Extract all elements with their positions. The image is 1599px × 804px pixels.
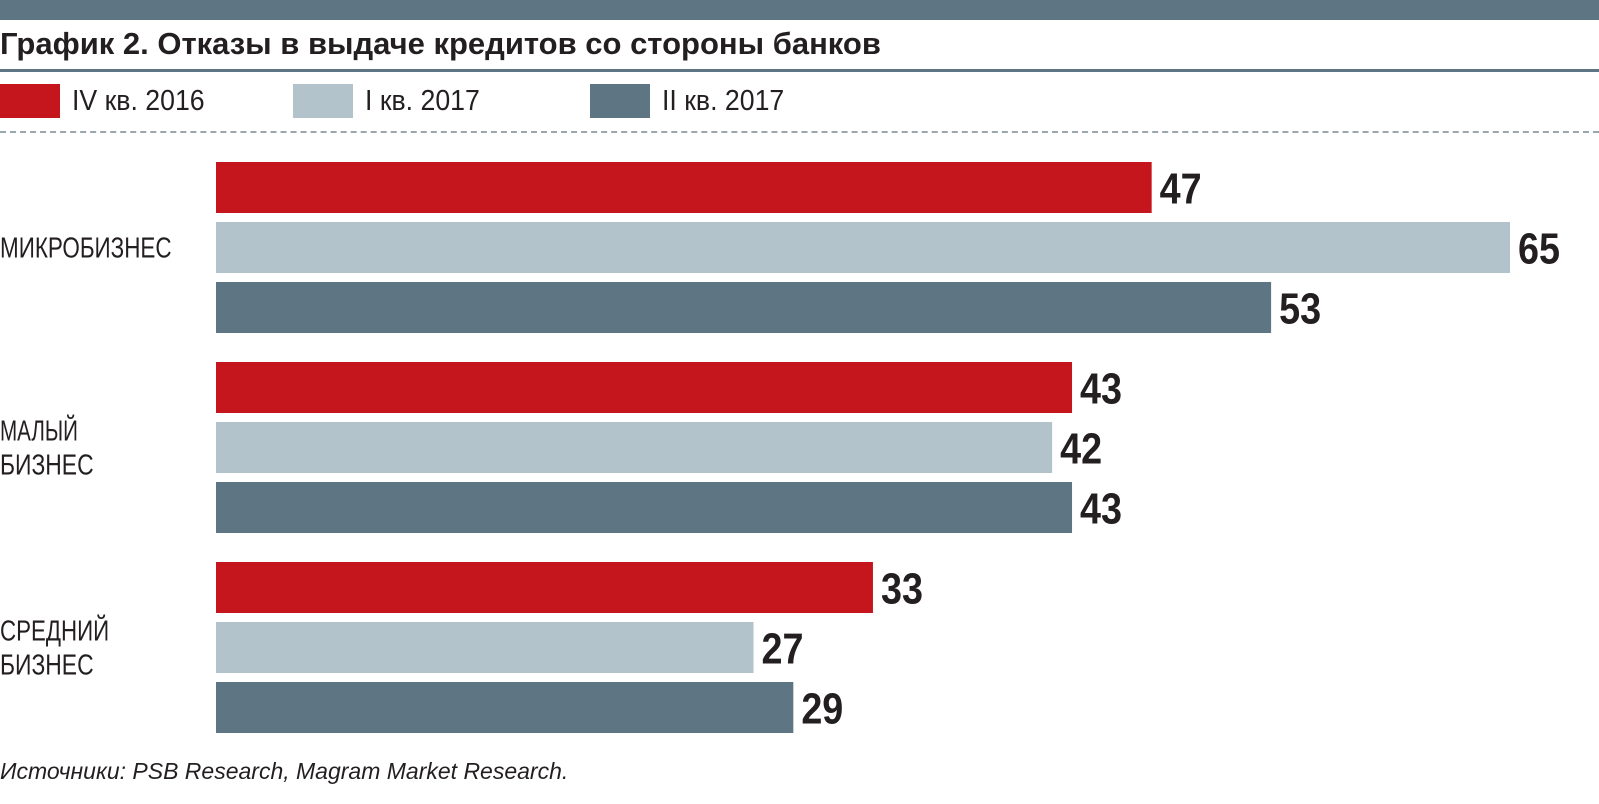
value-label: 43 — [1080, 365, 1122, 414]
header-bar — [0, 0, 1599, 20]
chart-title: График 2. Отказы в выдаче кредитов со ст… — [0, 26, 881, 61]
legend-label: IV кв. 2016 — [72, 85, 205, 117]
value-label: 65 — [1518, 225, 1560, 274]
title-divider — [0, 69, 1599, 72]
category-label: МАЛЫЙ — [0, 414, 78, 448]
bar-chart: МИКРОБИЗНЕС476553МАЛЫЙБИЗНЕС434243СРЕДНИ… — [0, 162, 1560, 734]
source-note: Источники: PSB Research, Magram Market R… — [0, 758, 569, 784]
value-label: 47 — [1160, 165, 1202, 214]
bar-i-кв-2017 — [216, 422, 1053, 473]
value-label: 27 — [762, 625, 804, 674]
bar-ii-кв-2017 — [216, 282, 1272, 333]
legend-swatch — [0, 84, 60, 118]
value-label: 29 — [801, 685, 843, 734]
legend-divider — [0, 131, 1599, 133]
value-label: 33 — [881, 565, 923, 614]
legend-swatch — [590, 84, 650, 118]
bar-i-кв-2017 — [216, 222, 1510, 273]
value-label: 53 — [1279, 285, 1321, 334]
bar-ii-кв-2017 — [216, 482, 1073, 533]
value-label: 42 — [1060, 425, 1102, 474]
bar-i-кв-2017 — [216, 622, 754, 673]
value-label: 43 — [1080, 485, 1122, 534]
legend-label: II кв. 2017 — [662, 85, 785, 117]
bar-ii-кв-2017 — [216, 682, 794, 733]
bar-iv-кв-2016 — [216, 562, 873, 613]
category-label: СРЕДНИЙ — [0, 614, 109, 648]
bar-iv-кв-2016 — [216, 362, 1073, 413]
legend-label: I кв. 2017 — [365, 85, 480, 117]
category-label: БИЗНЕС — [0, 450, 94, 482]
category-label: БИЗНЕС — [0, 650, 94, 682]
bar-iv-кв-2016 — [216, 162, 1152, 213]
legend-swatch — [293, 84, 353, 118]
category-label: МИКРОБИЗНЕС — [0, 233, 172, 265]
